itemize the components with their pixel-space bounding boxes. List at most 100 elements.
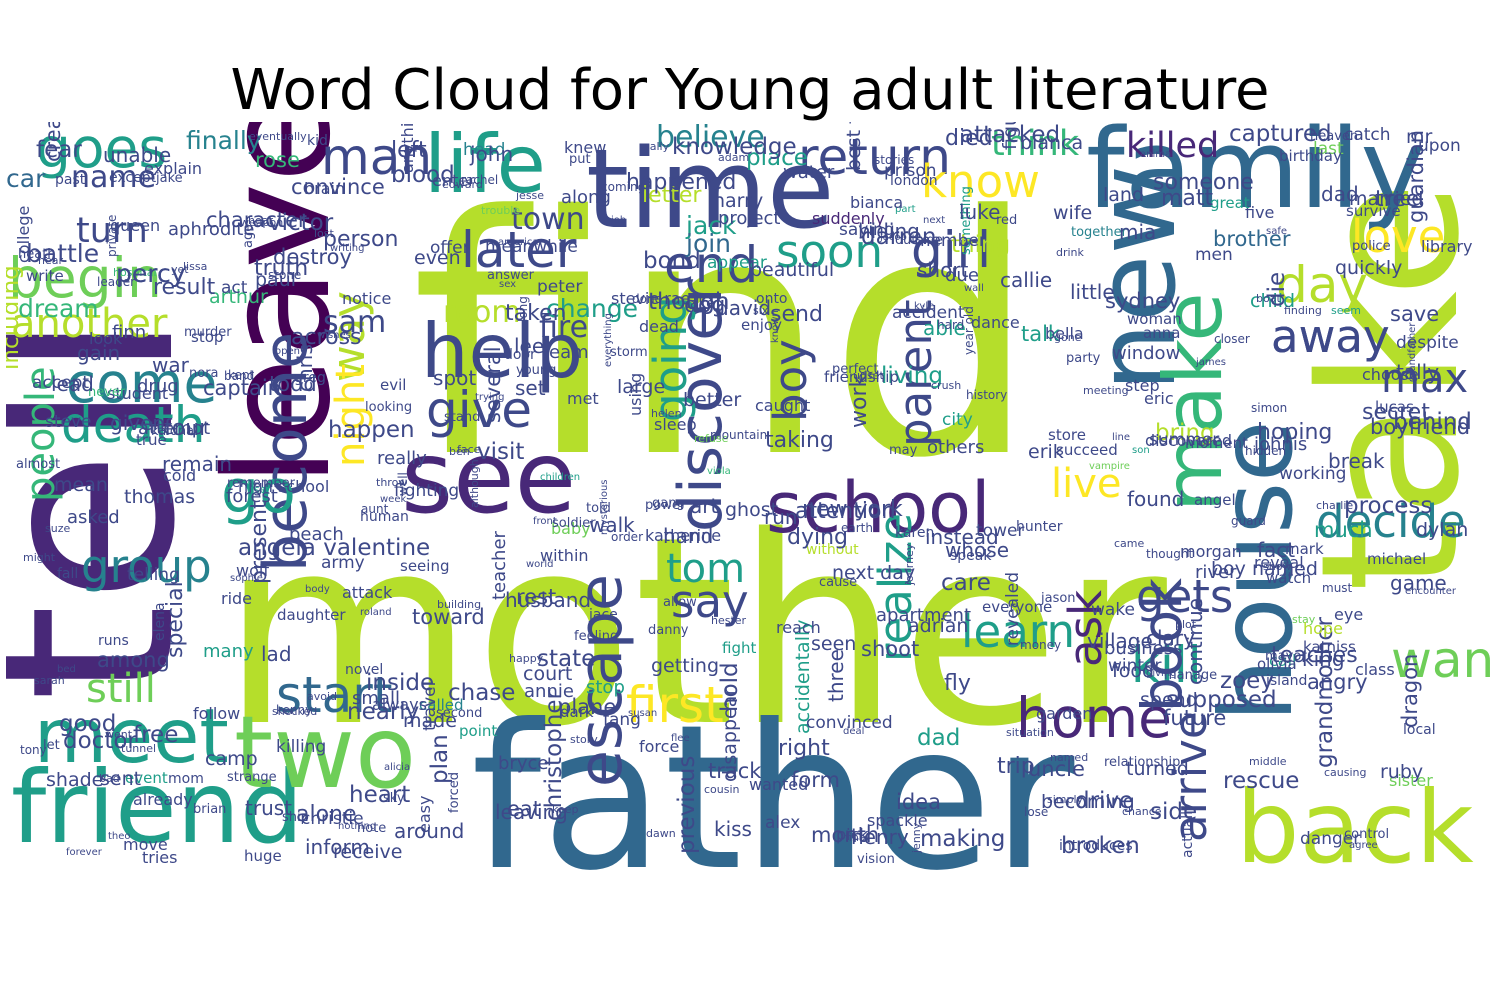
word-ship: ship xyxy=(282,810,309,825)
word-bella: bella xyxy=(1045,324,1084,343)
word-told: told xyxy=(586,501,611,516)
word-lake: lake xyxy=(686,296,715,312)
word-six: six xyxy=(753,304,769,317)
word-tries: tries xyxy=(142,848,177,867)
word-forever: forever xyxy=(66,847,103,858)
word-order: order xyxy=(611,530,643,544)
word-already: already xyxy=(133,790,193,809)
word-uncle: uncle xyxy=(1028,757,1085,781)
word-eric: eric xyxy=(1144,389,1174,408)
word-nearly: nearly xyxy=(347,699,419,725)
word-spot: spot xyxy=(433,366,476,390)
word-well: well xyxy=(396,472,410,496)
word-everything: everything xyxy=(603,313,614,367)
word-edward: edward xyxy=(442,178,483,191)
word-character: character xyxy=(206,208,307,232)
word-class: class xyxy=(1355,660,1395,679)
word-good: good xyxy=(59,711,116,737)
word-paul: paul xyxy=(255,269,296,291)
word-danny: danny xyxy=(648,623,689,638)
word-bianca: bianca xyxy=(850,193,903,212)
word-even: even xyxy=(414,247,461,269)
word-birthday: birthday xyxy=(1279,147,1342,165)
word-lose: lose xyxy=(1024,805,1048,819)
word-state: state xyxy=(537,646,595,672)
word-adam: adam xyxy=(718,151,749,164)
word-love: love xyxy=(1351,210,1445,263)
word-max: max xyxy=(1381,356,1468,402)
word-crush: crush xyxy=(931,379,961,392)
word-went: went xyxy=(105,728,133,741)
word-change: change xyxy=(546,294,638,323)
word-human: human xyxy=(360,509,409,525)
word-daughter: daughter xyxy=(277,606,346,624)
word-spackle: spackle xyxy=(867,811,928,830)
word-chance: chance xyxy=(1122,805,1162,818)
word-front: front xyxy=(533,516,557,527)
word-despite: despite xyxy=(1396,333,1459,353)
word-together: together xyxy=(1071,225,1128,240)
word-relationship: relationship xyxy=(1104,755,1180,770)
word-mark: mark xyxy=(1285,540,1324,558)
word-know: know xyxy=(921,155,1040,208)
word-grandfather: grandfather xyxy=(1407,322,1418,382)
word-control: control xyxy=(1344,827,1389,842)
word-act: act xyxy=(221,278,248,298)
word-war: war xyxy=(152,353,190,377)
word-percy: percy xyxy=(116,259,186,288)
word-hidden: hidden xyxy=(1245,444,1286,458)
word-avoid: avoid xyxy=(307,690,337,703)
word-boyfriend: boyfriend xyxy=(1370,415,1470,439)
word-hester: hester xyxy=(711,614,747,627)
word-though: though xyxy=(648,289,729,315)
word-accidentally: accidentally xyxy=(792,619,814,734)
word-stand: stand xyxy=(444,410,480,425)
word-better: better xyxy=(683,389,741,411)
word-suze: suze xyxy=(45,522,70,535)
word-creature: creature xyxy=(41,122,65,162)
word-dead: dead xyxy=(639,317,679,336)
word-help: help xyxy=(421,307,583,395)
word-sarah: sarah xyxy=(34,674,65,687)
word-survive: survive xyxy=(1346,202,1401,220)
word-discovered: discovered xyxy=(1145,431,1232,450)
word-alex: alex xyxy=(765,813,800,833)
word-team: team xyxy=(542,342,589,363)
word-roland: roland xyxy=(360,607,392,618)
word-jacob: jacob xyxy=(879,232,907,243)
word-across: across xyxy=(291,325,362,350)
word-attack: attack xyxy=(342,583,393,602)
word-side: side xyxy=(1150,799,1197,825)
word-kenny: kenny xyxy=(276,703,312,717)
word-four: four xyxy=(164,416,209,441)
word-choose: choose xyxy=(1362,365,1419,384)
word-set: set xyxy=(515,376,546,400)
word-trip: trip xyxy=(997,754,1035,779)
word-inform: inform xyxy=(305,835,370,859)
word-katherine: katherine xyxy=(645,526,721,545)
word-teacher: teacher xyxy=(489,530,510,600)
word-chase: chase xyxy=(448,680,515,706)
word-local: local xyxy=(1403,722,1436,738)
word-brian: brian xyxy=(193,802,226,817)
word-suddenly: suddenly xyxy=(812,209,885,228)
word-morgan: morgan xyxy=(1180,542,1242,561)
word-sophie: sophie xyxy=(230,573,263,584)
word-remain: remain xyxy=(162,452,232,476)
word-helen: helen xyxy=(651,407,682,420)
word-ben: ben xyxy=(449,445,470,458)
word-fang: fang xyxy=(603,710,641,730)
word-finally: finally xyxy=(186,126,262,155)
word-large: large xyxy=(617,376,665,398)
word-previous: previous xyxy=(674,756,700,854)
word-woman: woman xyxy=(1127,310,1182,328)
word-let: let xyxy=(43,738,60,753)
word-christopher: christopher xyxy=(541,690,567,821)
word-may: may xyxy=(889,443,918,458)
word-jake: jake xyxy=(155,171,183,186)
word-lead: lead xyxy=(51,372,94,396)
word-long: long xyxy=(516,296,530,322)
word-ruby: ruby xyxy=(1380,761,1423,783)
word-bad: bad xyxy=(99,772,120,785)
word-boy-named: boy named xyxy=(1211,558,1318,580)
